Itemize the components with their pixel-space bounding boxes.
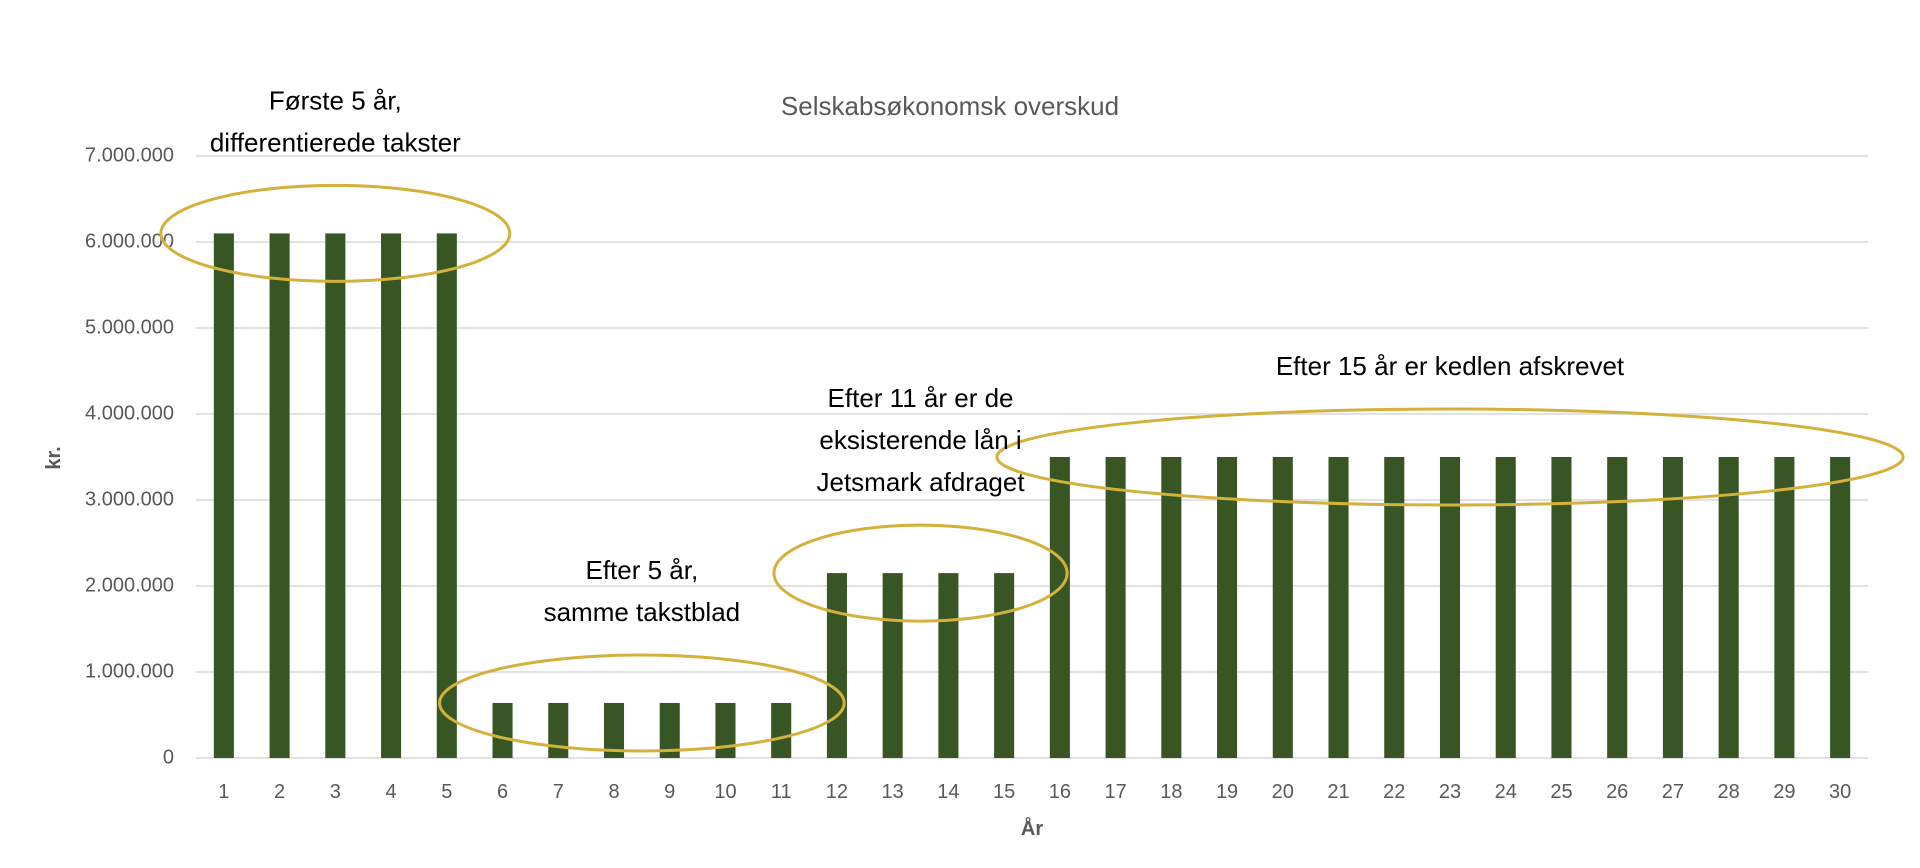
- bar: [269, 233, 290, 758]
- bars: [213, 233, 1851, 758]
- x-tick-label: 3: [330, 781, 341, 803]
- bar: [213, 233, 234, 758]
- bar: [1830, 457, 1851, 758]
- x-tick-label: 5: [441, 781, 452, 803]
- bar: [994, 573, 1015, 758]
- x-tick-label: 12: [826, 781, 848, 803]
- annotation-text: Efter 11 år er de: [828, 383, 1014, 413]
- y-tick-label: 0: [163, 746, 174, 768]
- x-tick-label: 18: [1160, 781, 1182, 803]
- annotation-text: Efter 15 år er kedlen afskrevet: [1276, 351, 1625, 381]
- bar: [1272, 457, 1293, 758]
- x-tick-label: 6: [497, 781, 508, 803]
- x-tick-label: 30: [1829, 781, 1851, 803]
- y-tick-label: 6.000.000: [85, 230, 174, 252]
- highlight-ellipse: [995, 407, 1905, 507]
- bar: [381, 233, 402, 758]
- y-axis-ticks: 0 1.000.000 2.000.000 3.000.000 4.000.000 5.0…: [85, 144, 174, 768]
- x-tick-label: 16: [1049, 781, 1071, 803]
- x-tick-label: 8: [608, 781, 619, 803]
- annotation-text: eksisterende lån i: [819, 425, 1021, 455]
- highlight-ellipse: [772, 523, 1069, 623]
- x-tick-label: 13: [882, 781, 904, 803]
- bar: [603, 702, 625, 758]
- bar: [1384, 457, 1405, 758]
- highlight-ellipse: [438, 653, 846, 753]
- bar: [1607, 457, 1628, 758]
- x-tick-label: 28: [1718, 781, 1740, 803]
- x-tick-label: 25: [1550, 781, 1572, 803]
- x-tick-label: 9: [664, 781, 675, 803]
- y-axis-label: kr.: [43, 446, 65, 469]
- x-tick-label: 2: [274, 781, 285, 803]
- x-axis-label: År: [1021, 816, 1043, 840]
- bar: [771, 702, 792, 758]
- bar: [882, 573, 903, 758]
- x-tick-label: 11: [771, 781, 792, 803]
- bar: [548, 702, 569, 758]
- x-axis-ticks: 1 2 3 4 5 6 7 8 9 10 11 12 13 14 15 16 17 18 19 20 21 22 23 24 2…: [218, 781, 1851, 803]
- bar: [1161, 457, 1182, 758]
- bar: [826, 573, 847, 758]
- annotation-text: differentierede takster: [210, 127, 461, 157]
- x-tick-label: 15: [993, 781, 1015, 803]
- bar: [1495, 457, 1516, 758]
- y-tick-label: 5.000.000: [85, 316, 174, 338]
- x-tick-label: 20: [1272, 781, 1294, 803]
- y-tick-label: 7.000.000: [85, 144, 174, 166]
- x-tick-label: 14: [937, 781, 959, 803]
- bar: [492, 702, 513, 758]
- y-tick-label: 4.000.000: [85, 402, 174, 424]
- x-tick-label: 26: [1606, 781, 1628, 803]
- x-tick-label: 7: [553, 781, 564, 803]
- bar: [1049, 457, 1070, 758]
- bar: [938, 573, 959, 758]
- annotation-text: samme takstblad: [544, 597, 741, 627]
- y-tick-label: 1.000.000: [85, 660, 174, 682]
- bar: [1662, 457, 1683, 758]
- annotation-text: Første 5 år,: [269, 85, 402, 115]
- bar: [1551, 457, 1572, 758]
- x-tick-label: 27: [1662, 781, 1684, 803]
- annotation-text: Jetsmark afdraget: [816, 467, 1025, 497]
- x-tick-label: 4: [386, 781, 397, 803]
- bar: [1718, 457, 1739, 758]
- x-tick-label: 19: [1216, 781, 1238, 803]
- bar: [436, 233, 457, 758]
- bar: [325, 233, 346, 758]
- bar: [1439, 457, 1461, 758]
- y-tick-label: 2.000.000: [85, 574, 174, 596]
- x-tick-label: 21: [1327, 781, 1349, 803]
- bar: [659, 702, 680, 758]
- bar: [1774, 457, 1795, 758]
- bar: [1328, 457, 1349, 758]
- y-tick-label: 3.000.000: [85, 488, 174, 510]
- annotation-text: Efter 5 år,: [585, 555, 698, 585]
- bar: [1217, 457, 1238, 758]
- x-tick-label: 17: [1104, 781, 1126, 803]
- x-tick-label: 29: [1773, 781, 1795, 803]
- gridlines: [196, 155, 1868, 759]
- highlight-ellipses: [159, 183, 1905, 753]
- x-tick-label: 24: [1495, 781, 1517, 803]
- annotations: Første 5 år, differentierede takster Efter…: [210, 85, 1625, 627]
- x-tick-label: 22: [1383, 781, 1405, 803]
- x-tick-label: 1: [218, 781, 229, 803]
- bar: [715, 702, 736, 758]
- bar: [1105, 457, 1126, 758]
- x-tick-label: 10: [714, 781, 736, 803]
- highlight-ellipse: [159, 183, 512, 283]
- x-tick-label: 23: [1439, 781, 1461, 803]
- chart-title: Selskabsøkonomsk overskud: [781, 91, 1119, 121]
